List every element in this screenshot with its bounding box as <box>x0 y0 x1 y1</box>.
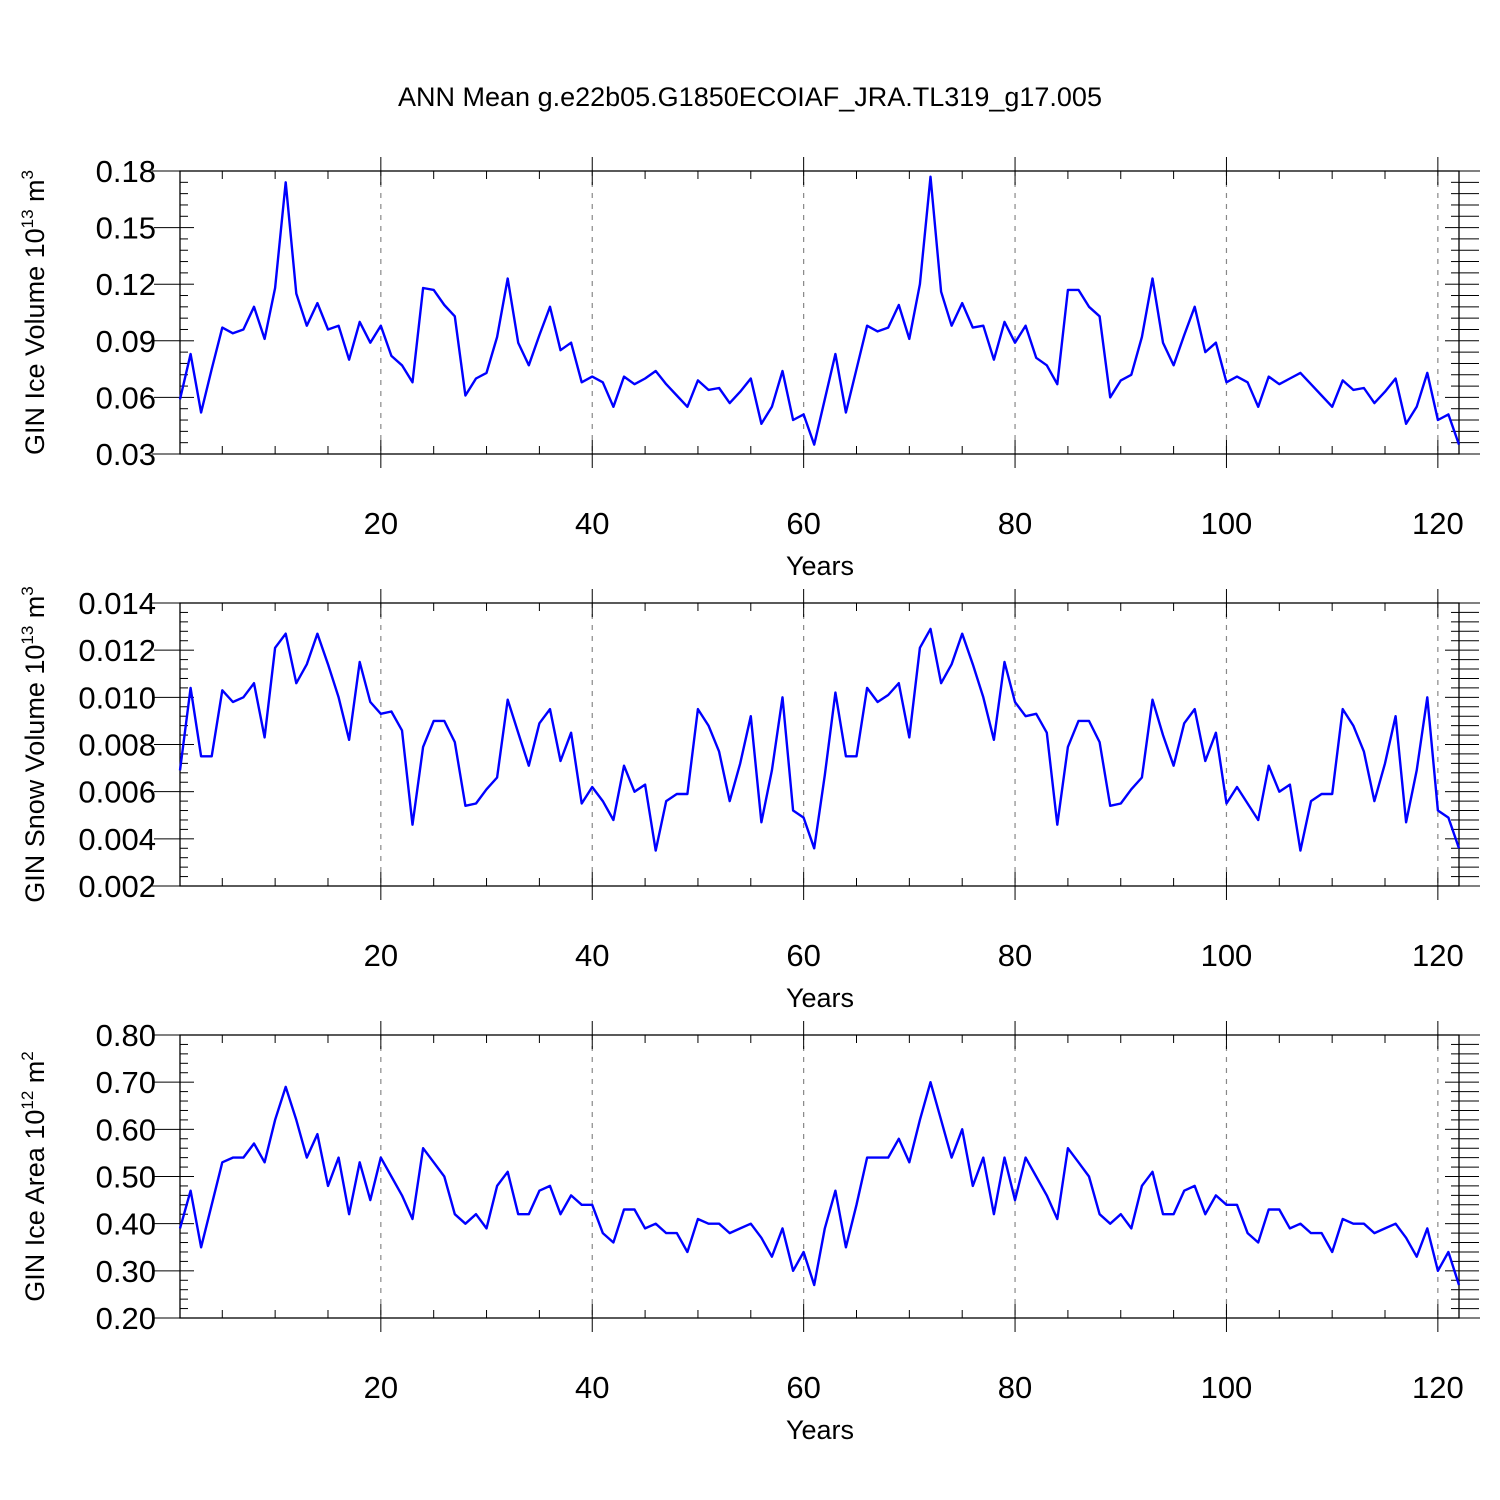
y-tick-label: 0.80 <box>96 1018 156 1053</box>
y-axis-label: GIN Ice Volume 1013 m3 <box>18 170 50 455</box>
y-tick-label: 0.20 <box>96 1301 156 1336</box>
x-tick-label: 100 <box>1201 1370 1253 1405</box>
y-tick-label: 0.004 <box>78 822 156 857</box>
x-tick-label: 60 <box>786 938 820 973</box>
panel-ice-volume: 0.03 0.06 0.09 0.12 0.15 0.18 20 40 60 80 100 120 Ye… <box>18 154 1480 581</box>
x-tick-label: 100 <box>1201 506 1253 541</box>
x-tick-label: 80 <box>998 938 1032 973</box>
y-tick-label: 0.010 <box>78 680 156 715</box>
y-axis-label: GIN Snow Volume 1013 m3 <box>18 586 50 903</box>
x-tick-label: 40 <box>575 1370 609 1405</box>
x-axis-label: Years <box>786 1415 854 1445</box>
x-axis-label: Years <box>786 551 854 581</box>
y-tick-label: 0.09 <box>96 324 156 359</box>
y-tick-label: 0.006 <box>78 775 156 810</box>
series-line <box>178 1080 1461 1287</box>
x-tick-label: 60 <box>786 1370 820 1405</box>
series-line <box>178 175 1461 446</box>
y-tick-label: 0.70 <box>96 1065 156 1100</box>
y-tick-label: 0.60 <box>96 1112 156 1147</box>
x-tick-label: 60 <box>786 506 820 541</box>
y-tick-label: 0.18 <box>96 154 156 189</box>
y-tick-label: 0.03 <box>96 437 156 472</box>
x-tick-label: 120 <box>1412 506 1464 541</box>
y-tick-label: 0.002 <box>78 869 156 904</box>
x-tick-label: 80 <box>998 1370 1032 1405</box>
x-tick-label: 40 <box>575 938 609 973</box>
y-tick-label: 0.012 <box>78 633 156 668</box>
y-axis-label: GIN Ice Area 1012 m2 <box>18 1051 50 1302</box>
x-tick-label: 120 <box>1412 938 1464 973</box>
y-tick-label: 0.008 <box>78 728 156 763</box>
y-tick-label: 0.12 <box>96 267 156 302</box>
x-tick-label: 120 <box>1412 1370 1464 1405</box>
plot-frame <box>179 602 1460 887</box>
y-tick-label: 0.40 <box>96 1207 156 1242</box>
figure-title: ANN Mean g.e22b05.G1850ECOIAF_JRA.TL319_… <box>398 82 1102 112</box>
x-tick-label: 20 <box>364 506 398 541</box>
y-tick-label: 0.15 <box>96 211 156 246</box>
y-tick-label: 0.014 <box>78 586 156 621</box>
panel-snow-volume: 0.002 0.004 0.006 0.008 0.010 0.012 0.014 20 40 6… <box>18 586 1480 1013</box>
x-tick-label: 20 <box>364 1370 398 1405</box>
x-tick-label: 20 <box>364 938 398 973</box>
series-line <box>178 627 1461 852</box>
plot-frame <box>179 1034 1460 1319</box>
plot-frame <box>179 170 1460 455</box>
y-tick-label: 0.50 <box>96 1160 156 1195</box>
x-tick-label: 40 <box>575 506 609 541</box>
y-tick-label: 0.30 <box>96 1254 156 1289</box>
y-tick-label: 0.06 <box>96 380 156 415</box>
x-axis-label: Years <box>786 983 854 1013</box>
x-tick-label: 80 <box>998 506 1032 541</box>
x-tick-label: 100 <box>1201 938 1253 973</box>
panel-ice-area: 0.20 0.30 0.40 0.50 0.60 0.70 0.80 20 40 60 80 100 1… <box>18 1018 1480 1445</box>
